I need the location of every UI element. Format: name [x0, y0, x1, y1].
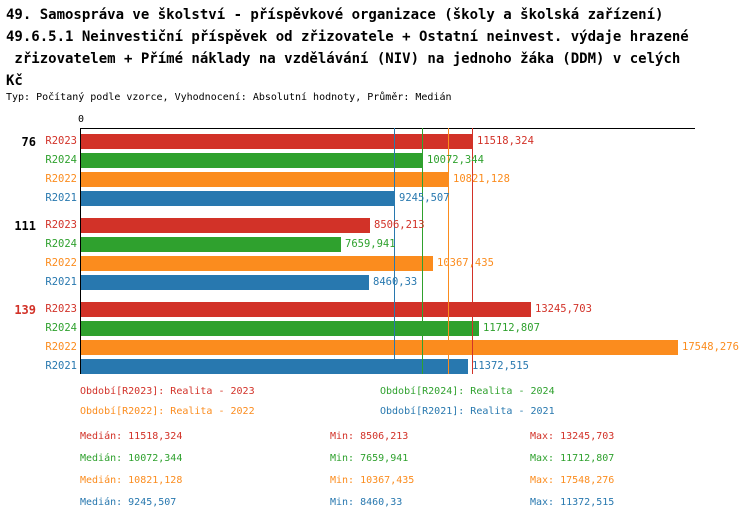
bar-value-label: 13245,703	[535, 303, 592, 315]
stat-min-r2022: Min: 10367,435	[330, 475, 415, 486]
bar-value-label: 8460,33	[373, 276, 418, 288]
y-axis-line	[80, 128, 81, 374]
bar-series-label: R2022	[45, 173, 77, 185]
bar	[81, 134, 473, 149]
bar-series-label: R2022	[45, 341, 77, 353]
chart-title-line-1: 49. Samospráva ve školství - příspěvkové…	[6, 7, 664, 23]
bar	[81, 237, 341, 252]
chart-title-line-4: Kč	[6, 73, 23, 89]
group-label: 139	[14, 303, 36, 317]
bar-series-label: R2021	[45, 192, 77, 204]
stat-median-r2021: Medián: 9245,507	[80, 497, 177, 508]
bar-series-label: R2021	[45, 360, 77, 372]
stat-max-r2024: Max: 11712,807	[530, 453, 615, 464]
bar-series-label: R2021	[45, 276, 77, 288]
legend-item-r2022: Období[R2022]: Realita - 2022	[80, 406, 255, 417]
bar-value-label: 11712,807	[483, 322, 540, 334]
bar-value-label: 9245,507	[399, 192, 450, 204]
bar	[81, 218, 370, 233]
bar-value-label: 8506,213	[374, 219, 425, 231]
stat-median-r2022: Medián: 10821,128	[80, 475, 183, 486]
bar-series-label: R2023	[45, 303, 77, 315]
group-label: 111	[14, 219, 36, 233]
x-axis-line	[80, 128, 695, 129]
chart-title-line-2: 49.6.5.1 Neinvestiční příspěvek od zřizo…	[6, 29, 689, 45]
stat-median-r2024: Medián: 10072,344	[80, 453, 183, 464]
median-line	[394, 128, 395, 374]
bar-series-label: R2024	[45, 238, 77, 250]
bar	[81, 321, 479, 336]
stat-max-r2023: Max: 13245,703	[530, 431, 615, 442]
stat-median-r2023: Medián: 11518,324	[80, 431, 183, 442]
stat-min-r2023: Min: 8506,213	[330, 431, 409, 442]
x-axis-zero-label: 0	[77, 114, 85, 125]
bar-value-label: 11372,515	[472, 360, 529, 372]
stat-max-r2022: Max: 17548,276	[530, 475, 615, 486]
group-label: 76	[21, 135, 36, 149]
bar-series-label: R2023	[45, 135, 77, 147]
median-line	[472, 128, 473, 374]
bar	[81, 153, 423, 168]
bar	[81, 256, 433, 271]
median-line	[422, 128, 423, 374]
bar-value-label: 17548,276	[682, 341, 739, 353]
stat-max-r2021: Max: 11372,515	[530, 497, 615, 508]
bar-value-label: 10072,344	[427, 154, 484, 166]
median-line	[448, 128, 449, 374]
bar-series-label: R2022	[45, 257, 77, 269]
bar	[81, 172, 449, 187]
bar	[81, 359, 468, 374]
stat-min-r2021: Min: 8460,33	[330, 497, 403, 508]
bar-value-label: 10821,128	[453, 173, 510, 185]
legend-item-r2024: Období[R2024]: Realita - 2024	[380, 386, 555, 397]
bar	[81, 275, 369, 290]
bar	[81, 302, 531, 317]
chart-subtitle: Typ: Počítaný podle vzorce, Vyhodnocení:…	[6, 92, 452, 103]
chart-title-line-3: zřizovatelem + Přímé náklady na vzdělává…	[6, 51, 681, 67]
bar-series-label: R2024	[45, 322, 77, 334]
bar-value-label: 10367,435	[437, 257, 494, 269]
bar-series-label: R2024	[45, 154, 77, 166]
bar-value-label: 11518,324	[477, 135, 534, 147]
bar-value-label: 7659,941	[345, 238, 396, 250]
legend-item-r2023: Období[R2023]: Realita - 2023	[80, 386, 255, 397]
bar-series-label: R2023	[45, 219, 77, 231]
bar	[81, 340, 678, 355]
stat-min-r2024: Min: 7659,941	[330, 453, 409, 464]
legend-item-r2021: Období[R2021]: Realita - 2021	[380, 406, 555, 417]
bar	[81, 191, 395, 206]
